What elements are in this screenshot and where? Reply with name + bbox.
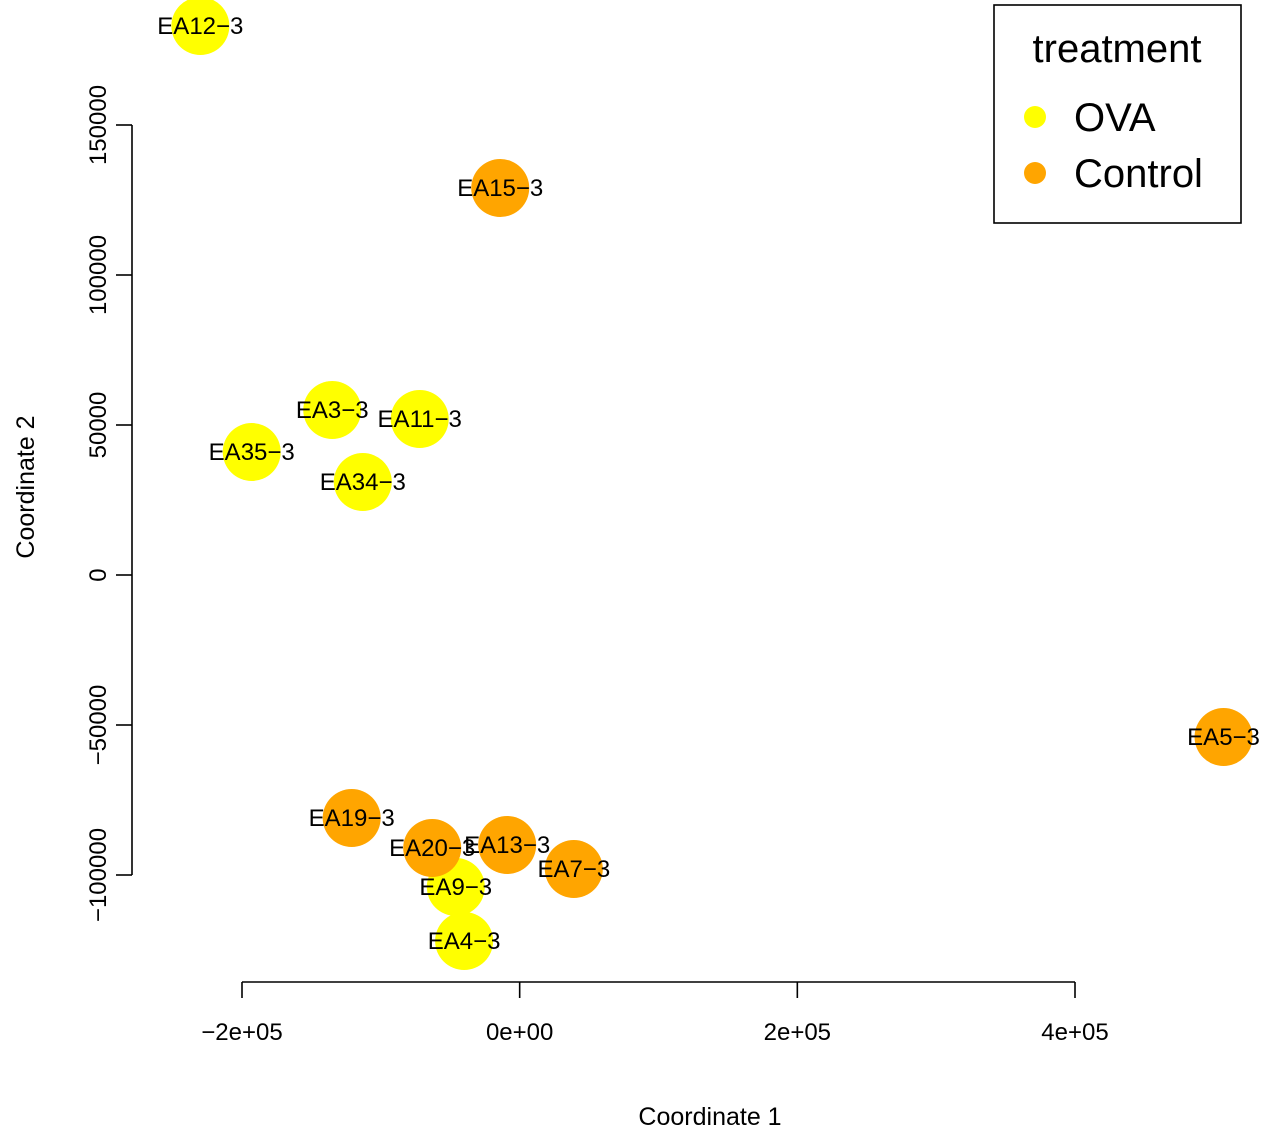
legend-label-ova: OVA (1074, 96, 1156, 140)
y-axis-title: Coordinate 2 (12, 415, 40, 558)
point-label-ea3-3: EA3−3 (296, 397, 369, 424)
point-label-ea13-3: EA13−3 (464, 832, 550, 859)
y-tick-label-5: 150000 (85, 85, 112, 165)
point-label-ea34-3: EA34−3 (320, 469, 406, 496)
x-tick-label-1: 0e+00 (486, 1019, 553, 1046)
x-tick-label-2: 2e+05 (764, 1019, 831, 1046)
x-tick-label-3: 4e+05 (1041, 1019, 1108, 1046)
y-tick-label-2: 0 (85, 568, 112, 581)
x-axis: −2e+05 0e+00 2e+05 4e+05 (201, 981, 1109, 1046)
point-ea11-3 (390, 390, 449, 448)
point-ea20-3 (403, 819, 462, 877)
point-label-ea20-3: EA20−3 (389, 835, 475, 862)
point-label-ea19-3: EA19−3 (309, 805, 395, 832)
point-ea12-3 (171, 0, 230, 55)
point-ea35-3 (222, 423, 281, 481)
x-tick-label-0: −2e+05 (201, 1019, 282, 1046)
point-ea19-3 (322, 789, 381, 847)
point-ea5-3 (1194, 708, 1253, 766)
point-ea7-3 (544, 840, 603, 898)
legend-swatch-ova (1024, 106, 1046, 128)
y-tick-label-1: −50000 (85, 685, 112, 766)
point-ea15-3 (471, 159, 530, 217)
legend-entry-ova: OVA (1024, 96, 1156, 140)
point-label-ea9-3: EA9−3 (419, 874, 492, 901)
point-label-ea12-3: EA12−3 (157, 13, 243, 40)
legend-swatch-control (1024, 162, 1046, 184)
y-tick-label-4: 100000 (85, 235, 112, 315)
point-ea13-3 (478, 816, 537, 874)
legend-title: treatment (1033, 27, 1202, 71)
point-ea3-3 (303, 381, 362, 439)
legend: treatment OVA Control (993, 4, 1242, 224)
y-axis: −100000 −50000 0 50000 100000 150000 (85, 85, 133, 922)
point-ea34-3 (333, 453, 392, 511)
x-axis-title: Coordinate 1 (638, 1103, 781, 1130)
y-tick-label-3: 50000 (85, 392, 112, 459)
point-label-ea7-3: EA7−3 (537, 856, 610, 883)
point-label-ea4-3: EA4−3 (428, 928, 501, 955)
point-ea4-3 (435, 912, 494, 970)
legend-entry-control: Control (1024, 152, 1203, 196)
point-label-ea15-3: EA15−3 (457, 175, 543, 202)
legend-label-control: Control (1074, 152, 1203, 196)
y-tick-label-0: −100000 (85, 828, 112, 922)
point-label-ea5-3: EA5−3 (1187, 724, 1260, 751)
point-label-ea11-3: EA11−3 (378, 406, 462, 433)
point-label-ea35-3: EA35−3 (209, 439, 295, 466)
